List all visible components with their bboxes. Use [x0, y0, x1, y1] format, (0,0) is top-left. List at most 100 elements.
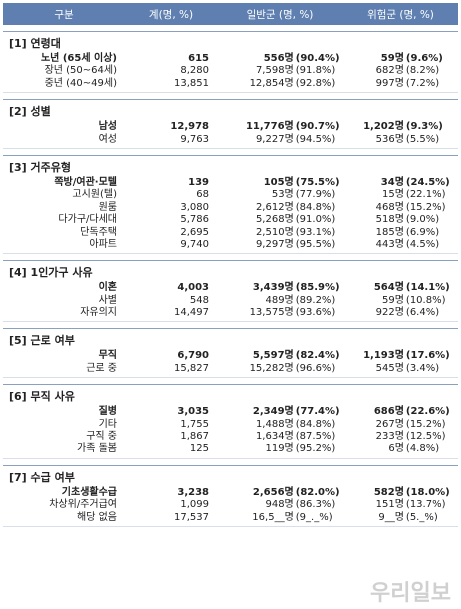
general-percent: (95.5%) [295, 238, 336, 250]
general-count: 948명 [265, 499, 294, 511]
total-value: 17,537 [174, 511, 209, 523]
row-label: 노년 (65세 이상) [40, 53, 117, 64]
section: [5] 근로 여부 무직 6,790 5,597명 (82.4%) 1,193명 (17.6… [3, 328, 458, 379]
table-row: 질병 3,035 2,349명 (77.4%) 686명 (22.6%) [3, 406, 458, 418]
table-row: 사별 548 489명 (89.2%) 59명 (10.8%) [3, 295, 458, 307]
general-percent: (91.0%) [295, 214, 336, 226]
table-row: 장년 (50~64세) 8,280 7,598명 (91.8%) 682명 (8.2%) [3, 65, 458, 77]
table-row: 기타 1,755 1,488명 (84.8%) 267명 (15.2%) [3, 419, 458, 431]
general-count: 13,575명 [249, 307, 294, 319]
row-label: 고시원(텔) [72, 189, 117, 201]
risk-count: 59명 [380, 53, 404, 64]
risk-percent: (17.6%) [405, 350, 450, 362]
general-count: 16,5__명 [252, 511, 294, 523]
risk-percent: (9.3%) [405, 121, 443, 133]
general-count: 11,776명 [245, 121, 294, 133]
row-label: 질병 [98, 406, 117, 418]
general-count: 556명 [263, 53, 294, 64]
table-header: 구분 계(명, %) 일반군 (명, %) 위험군 (명, %) [3, 3, 458, 25]
general-count: 3,439명 [252, 282, 294, 294]
general-percent: (9_._%) [295, 511, 333, 523]
table-row: 차상위/주거급여 1,099 948명 (86.3%) 151명 (13.7%) [3, 499, 458, 511]
table-row: 중년 (40~49세) 13,851 12,854명 (92.8%) 997명 (7.2%… [3, 78, 458, 90]
risk-count: 1,202명 [363, 121, 404, 133]
total-value: 8,280 [180, 65, 209, 77]
total-value: 1,755 [180, 418, 209, 430]
total-value: 3,035 [177, 406, 209, 418]
risk-count: 468명 [375, 201, 404, 213]
risk-count: 582명 [373, 486, 404, 498]
general-percent: (90.7%) [295, 121, 340, 133]
risk-count: 1,193명 [363, 350, 404, 362]
table-row: 자유의지 14,497 13,575명 (93.6%) 922명 (6.4%) [3, 307, 458, 319]
general-count: 7,598명 [255, 65, 294, 77]
general-count: 119명 [265, 443, 294, 455]
total-value: 15,827 [174, 362, 209, 374]
general-count: 15,282명 [249, 362, 294, 374]
general-percent: (82.0%) [295, 486, 340, 498]
general-percent: (75.5%) [295, 176, 340, 188]
row-label: 차상위/주거급여 [49, 499, 117, 511]
risk-percent: (7.2%) [405, 77, 440, 89]
general-count: 1,634명 [255, 431, 294, 443]
section-title: [1] 연령대 [9, 37, 61, 50]
risk-percent: (12.5%) [405, 431, 446, 443]
table-row: 해당 없음 17,537 16,5__명 (9_._%) 9__명 (5._%) [3, 512, 458, 524]
risk-percent: (14.1%) [405, 282, 450, 294]
table-row: 원룸 3,080 2,612명 (84.8%) 468명 (15.2%) [3, 202, 458, 214]
risk-percent: (8.2%) [405, 65, 440, 77]
total-value: 13,851 [174, 77, 209, 89]
section-title: [4] 1인가구 사유 [9, 266, 93, 280]
general-percent: (89.2%) [295, 294, 336, 306]
table-row: 구직 중 1,867 1,634명 (87.5%) 233명 (12.5%) [3, 431, 458, 443]
general-percent: (90.4%) [295, 53, 340, 64]
total-value: 9,740 [180, 238, 209, 250]
risk-count: 545명 [375, 362, 404, 374]
section-title: [2] 성별 [9, 105, 51, 119]
table-row: 여성 9,763 9,227명 (94.5%) 536명 (5.5%) [3, 134, 458, 146]
general-percent: (86.3%) [295, 499, 336, 511]
risk-count: 536명 [375, 133, 404, 145]
general-percent: (91.8%) [295, 65, 336, 77]
general-percent: (93.1%) [295, 226, 336, 238]
risk-count: 34명 [380, 176, 404, 188]
row-label: 기초생활수급 [61, 486, 117, 498]
general-percent: (93.6%) [295, 307, 336, 319]
section-title: [6] 무직 사유 [9, 390, 75, 404]
total-value: 12,978 [170, 121, 209, 133]
row-label: 가족 돌봄 [77, 443, 117, 455]
row-label: 단독주택 [80, 226, 117, 238]
risk-count: 518명 [375, 214, 404, 226]
general-percent: (85.9%) [295, 282, 340, 294]
section: [2] 성별 남성 12,978 11,776명 (90.7%) 1,202명 (9.3%)… [3, 99, 458, 149]
header-category: 구분 [54, 8, 74, 21]
risk-percent: (5.5%) [405, 133, 440, 145]
risk-percent: (13.7%) [405, 499, 446, 511]
risk-count: 185명 [375, 226, 404, 238]
row-label: 아파트 [89, 238, 117, 250]
total-value: 548 [189, 294, 209, 306]
risk-percent: (6.4%) [405, 307, 440, 319]
risk-count: 564명 [373, 282, 404, 294]
risk-percent: (24.5%) [405, 176, 450, 188]
general-count: 9,227명 [255, 133, 294, 145]
risk-count: 9__명 [378, 511, 404, 523]
total-value: 68 [196, 189, 209, 201]
section-title: [7] 수급 여부 [9, 470, 75, 484]
table-row: 남성 12,978 11,776명 (90.7%) 1,202명 (9.3%) [3, 121, 458, 133]
general-count: 1,488명 [255, 418, 294, 430]
total-value: 9,763 [180, 133, 209, 145]
table-row: 기초생활수급 3,238 2,656명 (82.0%) 582명 (18.0%) [3, 487, 458, 499]
general-percent: (77.4%) [295, 406, 340, 418]
risk-percent: (5._%) [405, 511, 438, 523]
risk-count: 922명 [375, 307, 404, 319]
risk-count: 686명 [373, 406, 404, 418]
risk-count: 6명 [388, 443, 404, 455]
general-count: 2,510명 [255, 226, 294, 238]
risk-percent: (4.5%) [405, 238, 440, 250]
risk-count: 59명 [381, 294, 404, 306]
risk-count: 151명 [375, 499, 404, 511]
general-percent: (77.9%) [295, 189, 336, 201]
table-row: 이혼 4,003 3,439명 (85.9%) 564명 (14.1%) [3, 282, 458, 294]
total-value: 6,790 [177, 350, 209, 362]
